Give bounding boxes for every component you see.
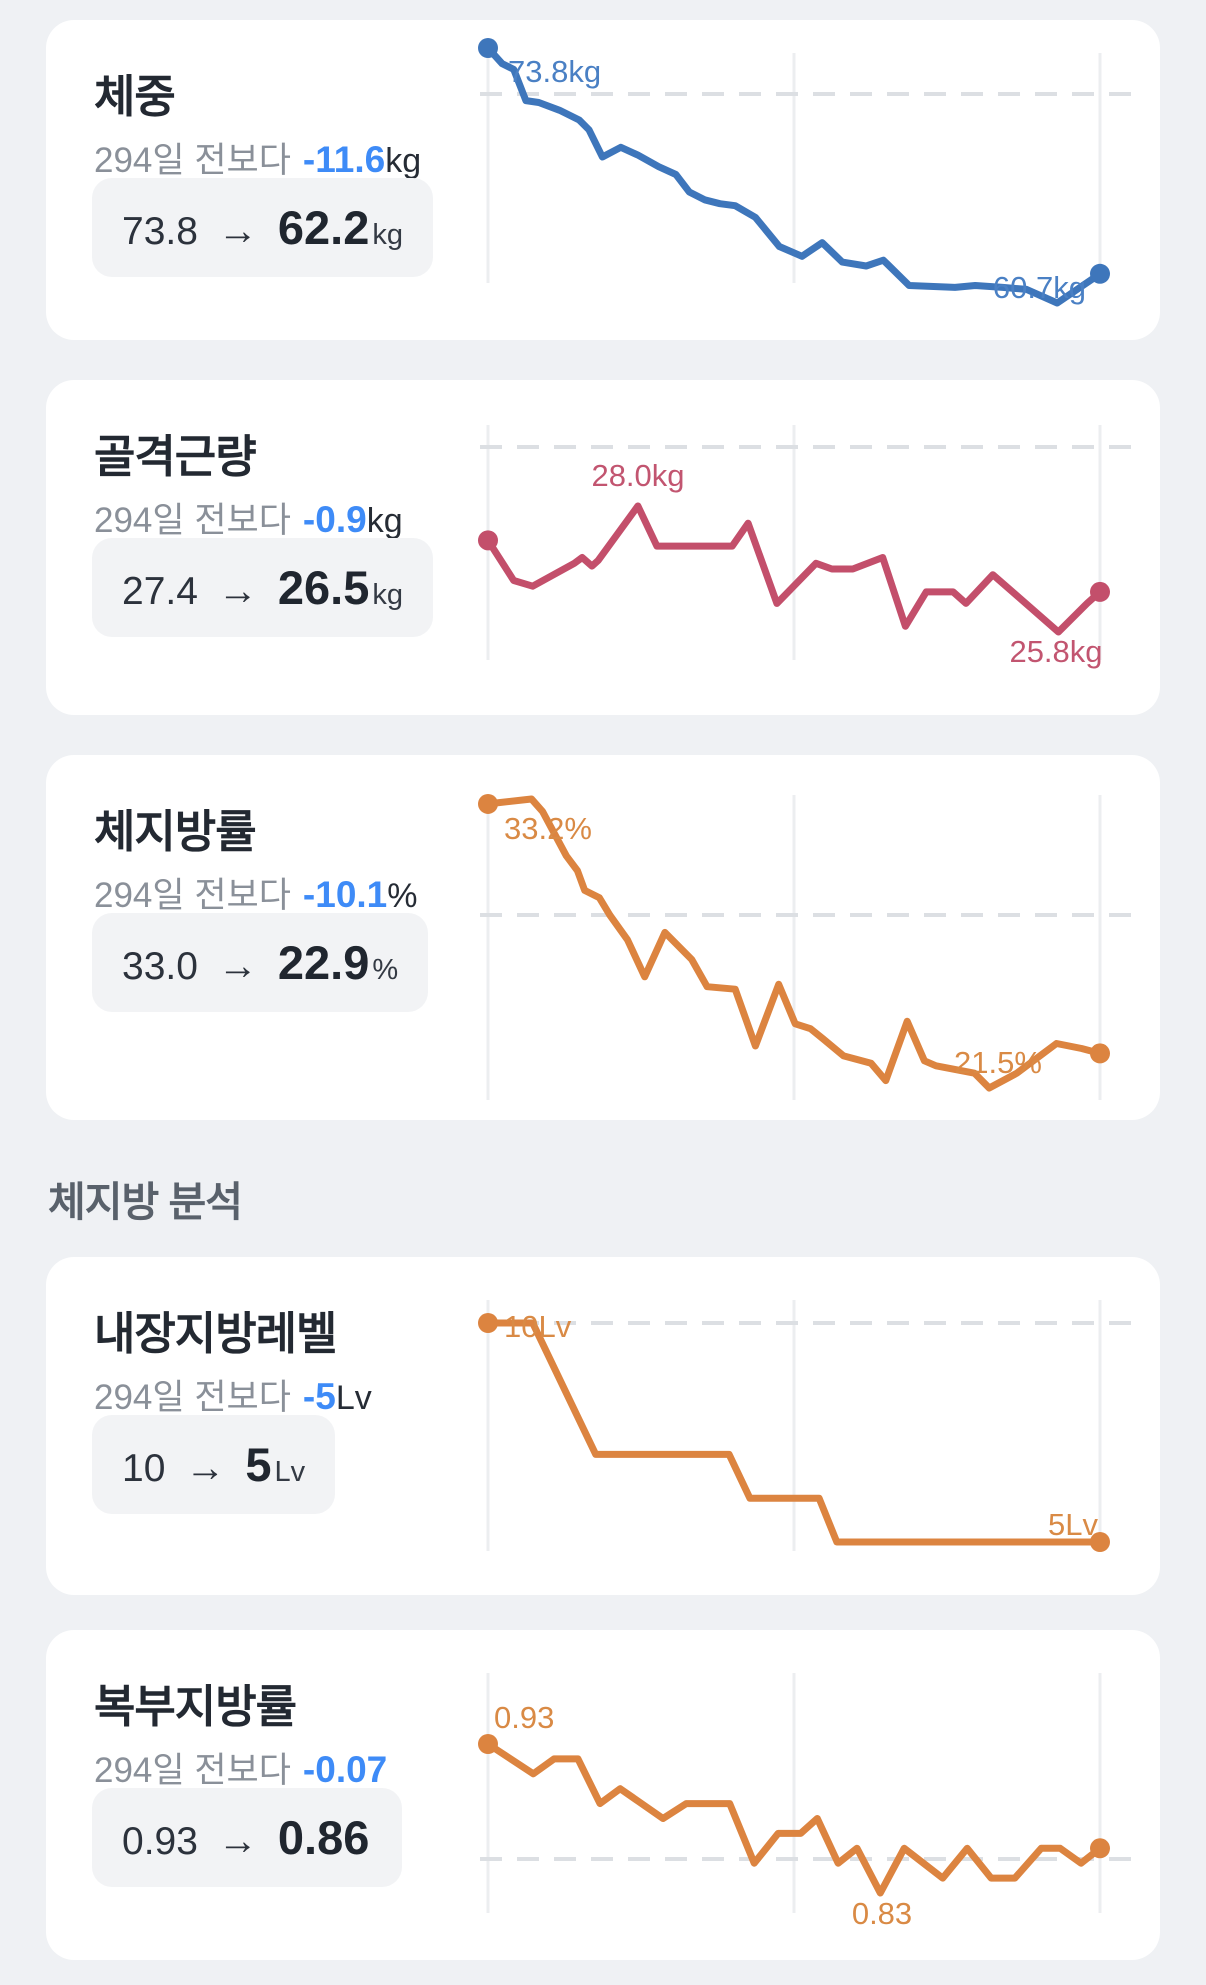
svg-text:0.93: 0.93 [494,1700,554,1735]
start-value: 33.0 [122,945,198,988]
current-value: 0.86 [277,1811,370,1864]
compare-prefix: 294일 전보다 [94,1751,291,1790]
abdominal-fat-ratio-trend-chart: 0.93 0.83 [478,1673,1136,1931]
arrow-right-icon: → [217,209,258,253]
arrow-right-icon: → [217,944,258,988]
metric-card-skeletal-muscle[interactable]: 골격근량 294일 전보다 -0.9kg 27.4 → 26.5 kg 28.0kg 25… [46,380,1160,715]
card-title-skeletal-muscle: 골격근량 [94,431,257,482]
range-box: 0.93 → 0.86 [92,1788,403,1887]
metric-card-body-fat-percent[interactable]: 체지방률 294일 전보다 -10.1% 33.0 → 22.9% 33.2% 21.5… [46,755,1160,1120]
svg-text:10Lv: 10Lv [504,1309,572,1344]
start-value: 27.4 [122,570,198,613]
value-unit: Lv [274,1456,306,1488]
svg-text:33.2%: 33.2% [504,811,592,846]
arrow-right-icon: → [217,1819,258,1863]
start-value: 10 [122,1447,166,1490]
compare-prefix: 294일 전보다 [94,1378,291,1417]
compare-prefix: 294일 전보다 [94,876,291,915]
section-header-body-fat-analysis: 체지방 분석 [48,1179,243,1225]
delta-value: -0.9 [302,499,367,540]
range-box: 27.4 → 26.5 kg [92,538,434,637]
value-unit: % [372,954,399,986]
delta-unit: kg [385,142,422,180]
card-title-weight: 체중 [94,71,176,122]
range-box: 33.0 → 22.9% [92,913,429,1012]
start-value: 73.8 [122,210,198,253]
skeletal-muscle-trend-chart: 28.0kg 25.8kg [478,425,1136,669]
compare-line: 294일 전보다 -11.6kg [94,132,421,183]
compare-line: 294일 전보다 -0.07 [94,1742,387,1793]
svg-text:60.7kg: 60.7kg [993,270,1086,305]
visceral-fat-level-trend-chart: 10Lv 5Lv [478,1300,1136,1552]
svg-text:25.8kg: 25.8kg [1009,634,1102,669]
card-title-abdominal-fat-ratio: 복부지방률 [94,1681,297,1732]
compare-line: 294일 전보다 -5Lv [94,1369,372,1420]
arrow-right-icon: → [185,1446,226,1490]
delta-value: -11.6 [302,139,386,180]
svg-text:21.5%: 21.5% [954,1045,1042,1080]
value-unit: kg [372,579,404,611]
delta-unit: kg [366,502,403,540]
compare-prefix: 294일 전보다 [94,141,291,180]
current-value: 26.5 [277,561,370,614]
compare-line: 294일 전보다 -0.9kg [94,492,403,543]
compare-line: 294일 전보다 -10.1% [94,867,418,918]
delta-value: -10.1 [302,874,388,915]
range-box: 10 → 5 Lv [92,1415,336,1514]
delta-unit: % [387,877,418,915]
card-title-visceral-fat-level: 내장지방레벨 [94,1308,337,1359]
delta-value: -0.07 [302,1749,388,1790]
svg-text:5Lv: 5Lv [1048,1507,1098,1542]
svg-text:28.0kg: 28.0kg [591,458,684,493]
delta-value: -5 [302,1376,336,1417]
metric-card-abdominal-fat-ratio[interactable]: 복부지방률 294일 전보다 -0.07 0.93 → 0.86 0.93 0.83 [46,1630,1160,1960]
compare-prefix: 294일 전보다 [94,501,291,540]
current-value: 5 [245,1438,272,1491]
body-fat-percent-trend-chart: 33.2% 21.5% [478,793,1136,1100]
current-value: 22.9 [277,936,370,989]
start-value: 0.93 [122,1820,198,1863]
metric-card-visceral-fat-level[interactable]: 내장지방레벨 294일 전보다 -5Lv 10 → 5 Lv 10Lv 5Lv [46,1257,1160,1595]
svg-text:73.8kg: 73.8kg [508,54,601,89]
svg-text:0.83: 0.83 [852,1896,912,1931]
current-value: 62.2 [277,201,370,254]
card-title-body-fat-percent: 체지방률 [94,806,257,857]
weight-trend-chart: 73.8kg 60.7kg [478,38,1136,307]
value-unit: kg [372,219,404,251]
delta-unit: Lv [335,1379,372,1417]
arrow-right-icon: → [217,569,258,613]
metric-card-weight[interactable]: 체중 294일 전보다 -11.6kg 73.8 → 62.2 kg 73.8kg 60.… [46,20,1160,340]
range-box: 73.8 → 62.2 kg [92,178,434,277]
